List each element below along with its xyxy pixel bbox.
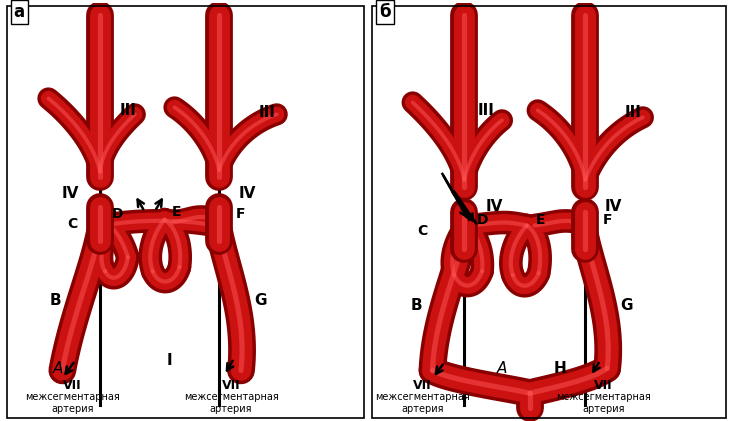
Text: H: H [553,361,566,376]
Text: C: C [417,224,427,238]
Text: D: D [112,207,124,221]
Text: III: III [624,105,641,120]
Text: F: F [236,207,246,221]
Text: артерия: артерия [51,404,94,414]
Text: артерия: артерия [210,404,253,414]
Text: а: а [14,3,25,21]
Text: F: F [602,213,612,226]
Text: IV: IV [605,199,621,214]
Text: VII: VII [222,379,240,392]
Text: E: E [536,213,545,226]
Text: межсегментарная: межсегментарная [556,392,651,402]
Text: III: III [119,103,136,118]
Text: IV: IV [238,186,255,201]
Bar [372,6,726,418]
Text: межсегментарная: межсегментарная [376,392,470,402]
Text: A: A [497,361,507,376]
Text: D: D [477,213,488,226]
Text: G: G [255,293,267,309]
Bar [7,6,364,418]
Text: E: E [172,205,182,218]
Text: B: B [411,298,422,313]
Text: VII: VII [414,379,432,392]
Text: III: III [258,105,275,120]
Text: B: B [50,293,61,309]
Text: VII: VII [594,379,613,392]
Text: межсегментарная: межсегментарная [184,392,278,402]
Text: VII: VII [63,379,81,392]
Text: A: A [53,361,64,376]
Text: G: G [621,298,633,313]
Text: артерия: артерия [401,404,444,414]
Text: IV: IV [485,199,503,214]
Text: I: I [167,353,172,368]
Text: III: III [478,103,495,118]
Text: б: б [379,3,391,21]
Text: C: C [67,216,78,231]
Text: IV: IV [61,186,79,201]
Text: артерия: артерия [582,404,624,414]
Text: межсегментарная: межсегментарная [25,392,119,402]
